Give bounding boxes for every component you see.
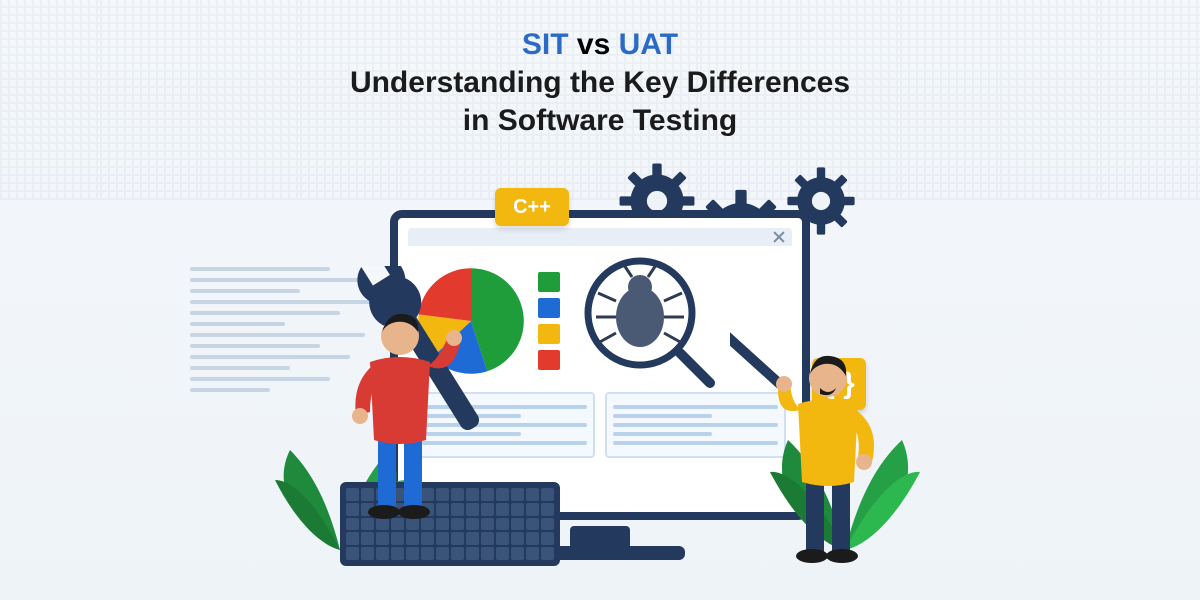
keyboard-key [541,518,554,531]
legend-swatch [538,350,560,370]
title-sit: SIT [522,28,569,61]
monitor-stand [570,526,630,548]
legend-swatch [538,272,560,292]
keyboard-key [541,488,554,501]
keyboard-key [526,547,539,560]
code-line [190,289,300,293]
keyboard-key [406,547,419,560]
keyboard-key [541,503,554,516]
legend-swatch [538,324,560,344]
keyboard-key [526,503,539,516]
close-icon [772,230,786,244]
keyboard-key [511,488,524,501]
title-line-1: SIT vs UAT [0,28,1200,62]
keyboard-key [526,488,539,501]
title-block: SIT vs UAT Understanding the Key Differe… [0,0,1200,139]
legend-swatch [538,298,560,318]
keyboard-key [481,547,494,560]
keyboard-key [526,532,539,545]
keyboard-key [451,547,464,560]
keyboard-key [511,503,524,516]
code-line [190,322,285,326]
keyboard-key [346,547,359,560]
keyboard-key [511,518,524,531]
keyboard-key [391,547,404,560]
person-right-icon [730,320,930,580]
keyboard-key [496,547,509,560]
bug-magnifier-icon [576,251,716,391]
keyboard-key [436,547,449,560]
title-line-2a: Understanding the Key Differences [0,64,1200,102]
keyboard-key [466,547,479,560]
title-uat: UAT [619,28,678,61]
code-line [190,366,290,370]
person-left-icon [300,266,500,536]
keyboard-key [376,547,389,560]
title-vs: vs [569,28,619,61]
illustration-stage: C++ { } [220,170,980,590]
chart-legend [538,272,560,370]
keyboard-key [541,532,554,545]
title-line-2b: in Software Testing [0,102,1200,140]
keyboard-key [511,532,524,545]
cpp-badge: C++ [495,188,569,226]
keyboard-key [361,547,374,560]
keyboard-key [421,547,434,560]
keyboard-key [511,547,524,560]
keyboard-key [526,518,539,531]
code-line [190,388,270,392]
keyboard-key [541,547,554,560]
window-titlebar [408,228,792,246]
